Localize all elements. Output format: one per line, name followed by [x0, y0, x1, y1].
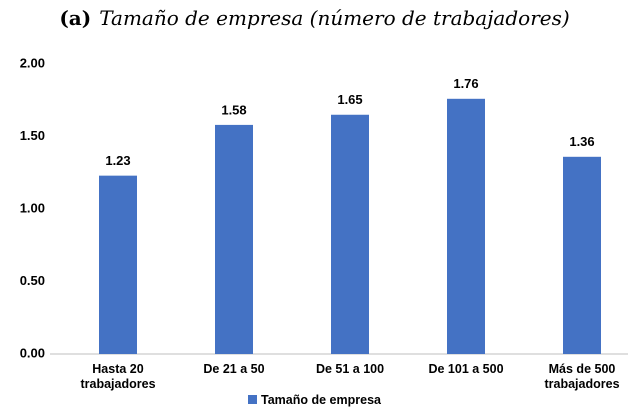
bar — [563, 156, 601, 354]
value-label: 1.65 — [337, 92, 362, 107]
bar — [215, 124, 253, 355]
x-tick-label: Hasta 20 trabajadores — [80, 362, 156, 391]
title-label: (a) — [59, 6, 92, 30]
value-label: 1.23 — [105, 153, 130, 168]
y-tick-label: 0.00 — [20, 345, 45, 360]
x-tick-label: Más de 500 trabajadores — [544, 362, 620, 391]
bar — [447, 98, 485, 354]
title-text: Tamaño de empresa (número de trabajadore… — [99, 6, 570, 30]
y-tick-label: 1.00 — [20, 200, 45, 215]
legend-label: Tamaño de empresa — [261, 393, 381, 407]
bar — [99, 175, 137, 354]
y-tick-label: 0.50 — [20, 273, 45, 288]
value-label: 1.36 — [569, 134, 594, 149]
y-tick-label: 2.00 — [20, 55, 45, 70]
x-tick-label: De 51 a 100 — [315, 362, 385, 376]
legend-swatch — [248, 395, 258, 404]
value-label: 1.58 — [221, 102, 246, 117]
y-tick-label: 1.50 — [20, 128, 45, 143]
x-tick-label: De 21 a 50 — [203, 362, 265, 376]
value-label: 1.76 — [453, 76, 478, 91]
bar — [331, 114, 369, 354]
chart-title: (a) Tamaño de empresa (número de trabajad… — [0, 6, 629, 30]
x-tick-label: De 101 a 500 — [428, 362, 504, 376]
legend: Tamaño de empresa — [0, 393, 629, 407]
